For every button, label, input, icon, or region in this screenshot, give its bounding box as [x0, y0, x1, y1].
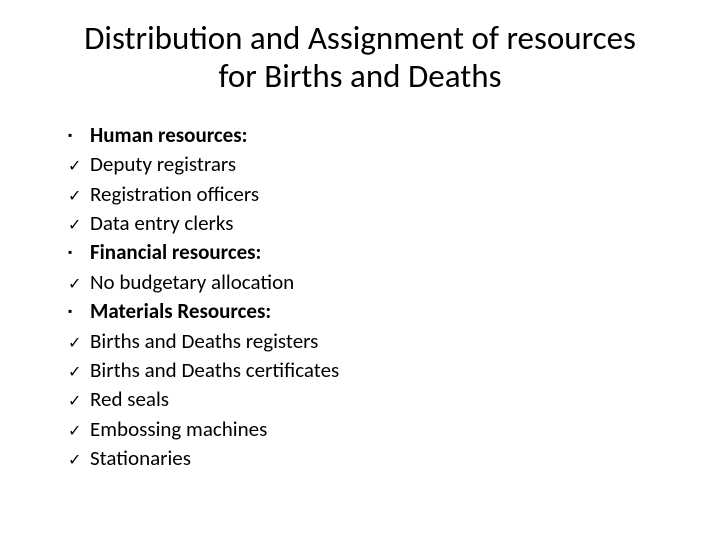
slide-container: Distribution and Assignment of resources… [0, 0, 720, 504]
list-item: ✓Red seals [68, 385, 670, 414]
list-item: ✓No budgetary allocation [68, 268, 670, 297]
square-bullet-icon: ▪ [68, 244, 90, 261]
list-item: ▪Financial resources: [68, 238, 670, 267]
list-item: ✓Embossing machines [68, 415, 670, 444]
list-item-text: Data entry clerks [90, 209, 670, 238]
slide-title: Distribution and Assignment of resources… [50, 20, 670, 96]
list-item: ▪Materials Resources: [68, 297, 670, 326]
bullet-list: ▪Human resources:✓Deputy registrars✓Regi… [50, 121, 670, 474]
check-bullet-icon: ✓ [68, 274, 90, 296]
list-item: ▪Human resources: [68, 121, 670, 150]
list-item: ✓Births and Deaths certificates [68, 356, 670, 385]
list-item-text: No budgetary allocation [90, 268, 670, 297]
check-bullet-icon: ✓ [68, 156, 90, 178]
check-bullet-icon: ✓ [68, 215, 90, 237]
check-bullet-icon: ✓ [68, 391, 90, 413]
list-item-text: Human resources: [90, 121, 670, 150]
check-bullet-icon: ✓ [68, 333, 90, 355]
square-bullet-icon: ▪ [68, 127, 90, 144]
list-item-text: Financial resources: [90, 238, 670, 267]
square-bullet-icon: ▪ [68, 303, 90, 320]
list-item-text: Deputy registrars [90, 150, 670, 179]
list-item: ✓Stationaries [68, 444, 670, 473]
list-item-text: Embossing machines [90, 415, 670, 444]
list-item-text: Stationaries [90, 444, 670, 473]
check-bullet-icon: ✓ [68, 362, 90, 384]
check-bullet-icon: ✓ [68, 421, 90, 443]
list-item: ✓Births and Deaths registers [68, 327, 670, 356]
check-bullet-icon: ✓ [68, 450, 90, 472]
list-item: ✓Registration officers [68, 180, 670, 209]
list-item: ✓Data entry clerks [68, 209, 670, 238]
list-item-text: Births and Deaths registers [90, 327, 670, 356]
list-item: ✓Deputy registrars [68, 150, 670, 179]
list-item-text: Births and Deaths certificates [90, 356, 670, 385]
check-bullet-icon: ✓ [68, 186, 90, 208]
list-item-text: Materials Resources: [90, 297, 670, 326]
list-item-text: Red seals [90, 385, 670, 414]
list-item-text: Registration officers [90, 180, 670, 209]
